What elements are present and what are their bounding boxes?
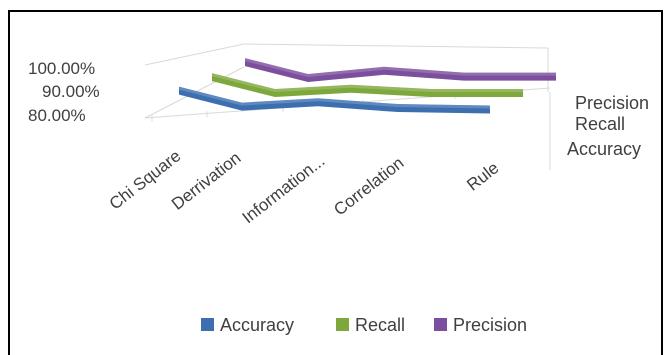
series-line-accuracy: [179, 86, 490, 114]
series-line-recall: [212, 73, 523, 98]
x-tick-label: Information...: [239, 151, 329, 227]
back-top-edge: [144, 43, 245, 66]
back-wall-edge: [243, 43, 549, 49]
chart-frame: [8, 10, 663, 355]
depth-label: Recall: [575, 114, 625, 134]
y-tick-label: 80.00%: [28, 106, 86, 125]
y-tick-label: 100.00%: [28, 59, 95, 78]
legend-label: Recall: [355, 315, 405, 335]
series-highlight-precision: [245, 58, 556, 78]
series-highlight-recall: [212, 73, 523, 93]
series-line-precision: [245, 58, 556, 83]
y-tick-label: 90.00%: [42, 82, 100, 101]
x-tick-label: Correlation: [330, 153, 407, 219]
chart: 100.00%90.00%80.00%Chi SquareDerrivation…: [28, 43, 649, 335]
legend-label: Precision: [453, 315, 527, 335]
series-highlight-accuracy: [179, 86, 490, 109]
depth-label: Accuracy: [567, 139, 641, 159]
legend-swatch-recall: [336, 318, 349, 331]
x-tick-label: Rule: [463, 158, 502, 195]
legend-swatch-accuracy: [201, 318, 214, 331]
depth-label: Precision: [575, 93, 649, 113]
legend-label: Accuracy: [220, 315, 294, 335]
legend-swatch-precision: [434, 318, 447, 331]
